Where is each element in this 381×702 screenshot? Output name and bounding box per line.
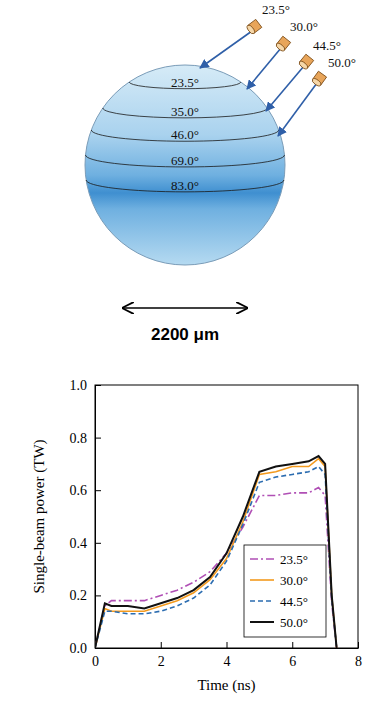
beam-port <box>275 36 291 52</box>
series-line <box>95 467 337 648</box>
series-line <box>95 459 337 648</box>
beam-port <box>246 19 262 35</box>
x-tick-label: 8 <box>355 654 362 669</box>
x-tick-mark <box>358 642 359 648</box>
x-tick: 2 <box>158 642 165 669</box>
latitude-label: 46.0° <box>171 127 199 142</box>
line-chart: 0 2 4 6 8 0.0 0.2 0.4 0.6 0.8 1.0 Time (ns) Single-b… <box>31 378 362 694</box>
x-tick-label: 6 <box>289 654 296 669</box>
x-tick-mark <box>161 642 162 648</box>
latitude-label: 35.0° <box>171 104 199 119</box>
x-tick: 8 <box>355 642 362 669</box>
latitude-label: 23.5° <box>171 75 199 90</box>
beam-port-face <box>298 60 309 70</box>
y-tick: 0.6 <box>70 483 102 498</box>
y-tick-mark <box>95 648 101 649</box>
y-axis-line <box>95 386 96 649</box>
target-sphere <box>85 65 285 265</box>
scale-label: 2200 μm <box>151 325 219 344</box>
beam-port-face <box>311 77 322 87</box>
legend-label: 23.5° <box>280 552 308 567</box>
beam-label: 50.0° <box>328 55 356 70</box>
legend-box <box>244 545 326 637</box>
series-line <box>95 456 337 648</box>
x-axis-title: Time (ns) <box>197 677 255 694</box>
beam-arrow <box>200 31 252 68</box>
legend-label: 50.0° <box>280 615 308 630</box>
y-tick-mark <box>95 543 101 544</box>
y-tick-label: 0.2 <box>70 588 88 603</box>
x-axis-line <box>96 648 359 649</box>
y-tick-label: 0.4 <box>70 536 88 551</box>
legend-swatch <box>250 600 274 602</box>
y-tick-mark <box>95 438 101 439</box>
x-tick-label: 0 <box>92 654 99 669</box>
x-axis: 0 2 4 6 8 <box>92 642 362 669</box>
figure: 23.5°35.0°46.0°69.0°83.0°23.5°30.0°44.5°… <box>0 0 381 702</box>
y-tick-label: 0.8 <box>70 431 88 446</box>
legend-swatch <box>250 621 274 623</box>
y-tick: 0.8 <box>70 431 102 446</box>
y-axis-title: Single-beam power (TW) <box>31 439 48 593</box>
target-diagram: 23.5°35.0°46.0°69.0°83.0°23.5°30.0°44.5°… <box>85 2 356 344</box>
plot-frame <box>95 385 358 648</box>
beam-port-face <box>246 24 256 35</box>
latitude-label: 69.0° <box>171 153 199 168</box>
beam-label: 30.0° <box>290 19 318 34</box>
legend-swatch <box>250 558 274 560</box>
legend-swatch <box>250 579 274 581</box>
beam-label: 23.5° <box>262 2 290 17</box>
legend: 23.5° 30.0° 44.5° 50.0° <box>244 545 326 637</box>
beam-port-face <box>275 42 286 52</box>
y-tick-mark <box>95 595 101 596</box>
y-tick-mark <box>95 490 101 491</box>
x-tick: 4 <box>224 642 231 669</box>
y-tick: 0.2 <box>70 588 102 603</box>
y-tick-mark <box>95 385 101 386</box>
legend-label: 30.0° <box>280 573 308 588</box>
legend-label: 44.5° <box>280 594 308 609</box>
y-tick-label: 1.0 <box>70 378 88 393</box>
beam-port <box>311 71 326 87</box>
x-tick-label: 4 <box>224 654 231 669</box>
beam-label: 44.5° <box>313 38 341 53</box>
beam-arrow <box>278 83 317 136</box>
y-tick: 1.0 <box>70 378 102 393</box>
scale-arrow <box>123 307 247 309</box>
x-tick: 6 <box>289 642 296 669</box>
beam-arrow <box>247 48 281 89</box>
y-axis: 0.0 0.2 0.4 0.6 0.8 1.0 <box>70 378 102 656</box>
plot-lines <box>95 456 337 648</box>
beam-port <box>298 54 314 70</box>
y-tick-label: 0.0 <box>70 641 88 656</box>
x-tick-mark <box>292 642 293 648</box>
latitude-label: 83.0° <box>171 178 199 193</box>
x-tick-label: 2 <box>158 654 165 669</box>
y-tick-label: 0.6 <box>70 483 88 498</box>
x-tick-mark <box>227 642 228 648</box>
beam-arrow <box>266 66 304 111</box>
y-tick: 0.4 <box>70 536 102 551</box>
